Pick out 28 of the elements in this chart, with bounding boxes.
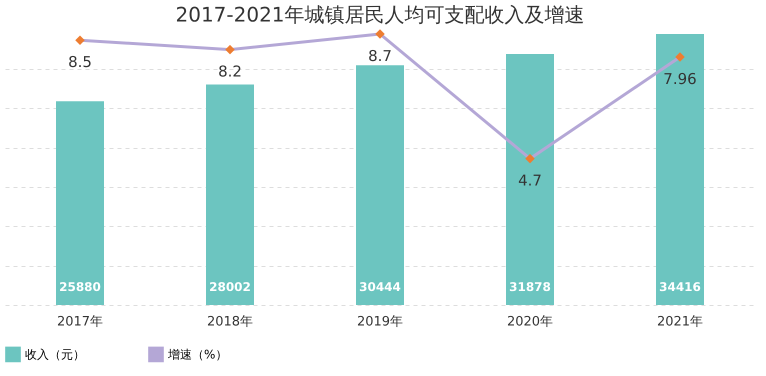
x-tick-label: 2017年 — [56, 314, 104, 330]
x-tick-label: 2021年 — [656, 314, 704, 330]
data-label: 8.2 — [218, 62, 242, 81]
data-label: 4.7 — [518, 172, 542, 190]
bar — [206, 84, 254, 305]
point — [225, 44, 235, 54]
data-label: 30444 — [359, 280, 401, 294]
data-label: 8.7 — [368, 47, 392, 65]
data-label: 28002 — [209, 280, 251, 294]
data-label: 8.5 — [68, 53, 92, 72]
data-label: 25880 — [59, 280, 101, 294]
data-label: 31878 — [509, 280, 551, 294]
x-tick-label: 2018年 — [206, 314, 254, 330]
bar — [56, 101, 104, 305]
point — [75, 35, 85, 45]
point — [375, 29, 385, 39]
legend-label: 收入（元） — [25, 347, 85, 362]
bar — [506, 54, 554, 305]
legend-label: 增速（%） — [167, 347, 228, 362]
point — [525, 154, 535, 164]
bar — [356, 65, 404, 305]
bar — [656, 34, 704, 305]
data-label: 34416 — [659, 280, 701, 294]
point — [675, 52, 685, 62]
data-label: 7.96 — [663, 70, 697, 88]
x-tick-label: 2020年 — [506, 314, 554, 330]
x-tick-label: 2019年 — [356, 314, 404, 330]
chart-title: 2017-2021年城镇居民人均可支配收入及增速 — [175, 2, 585, 26]
